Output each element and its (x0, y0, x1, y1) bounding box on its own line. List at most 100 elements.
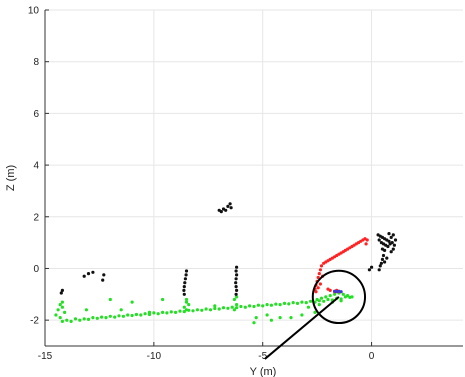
ground-point (239, 304, 243, 309)
ground-point (184, 297, 189, 302)
ground-point (208, 308, 213, 312)
ego-point (316, 275, 320, 280)
ground-point (54, 313, 58, 317)
ground-point (278, 303, 282, 307)
obstacle-point (235, 273, 239, 277)
ground-point (324, 295, 328, 299)
x-tick-label: -15 (38, 351, 53, 362)
data-points (54, 202, 398, 325)
obstacle-point (234, 285, 238, 289)
ground-point (339, 299, 343, 303)
ground-point (174, 310, 178, 314)
ground-point (248, 304, 252, 308)
obstacle-point (234, 292, 238, 296)
ground-point (100, 315, 104, 319)
ground-point (213, 304, 217, 308)
obstacle-point (234, 277, 238, 281)
ground-point (182, 310, 186, 314)
obstacle-point (60, 288, 64, 292)
obstacle-point (367, 268, 371, 272)
ground-point (119, 308, 123, 312)
marker-point (339, 290, 343, 294)
y-tick-label: -2 (30, 316, 39, 327)
y-axis-label: Z (m) (5, 165, 17, 191)
y-tick-label: 0 (33, 264, 39, 275)
ground-point (265, 313, 269, 317)
obstacle-point (182, 288, 186, 292)
ground-point (147, 310, 152, 314)
ground-point (161, 297, 165, 302)
callout-circle (311, 269, 367, 325)
ground-point (95, 316, 99, 320)
ground-point (130, 300, 134, 304)
x-tick-label: -5 (258, 351, 267, 362)
ground-point (60, 300, 64, 304)
ground-point (295, 301, 300, 305)
ground-point (306, 305, 310, 309)
grid-lines (44, 9, 463, 346)
ego-point (316, 286, 320, 290)
x-axis-label: Y (m) (250, 366, 277, 377)
obstacle-point (182, 292, 186, 296)
obstacle-point (82, 274, 86, 278)
ground-point (134, 312, 138, 317)
ground-point (187, 303, 191, 307)
ground-point (60, 305, 64, 309)
ground-point (195, 308, 199, 312)
ego-point (317, 272, 321, 276)
y-tick-label: 2 (33, 212, 39, 223)
y-tick-label: 8 (33, 57, 39, 68)
obstacle-point (86, 272, 91, 276)
ground-point (261, 304, 265, 308)
ego-point (328, 288, 332, 292)
ground-point (78, 318, 82, 322)
obstacle-point (101, 278, 105, 282)
obstacle-point (391, 233, 395, 237)
obstacle-point (392, 243, 396, 247)
ground-point (113, 315, 117, 319)
obstacle-point (391, 247, 395, 251)
ground-point (291, 301, 295, 305)
ground-point (169, 310, 173, 314)
obstacle-point (226, 204, 230, 208)
ground-point (184, 300, 189, 304)
ground-point (139, 313, 143, 317)
obstacle-point (182, 285, 186, 289)
ground-point (130, 313, 134, 318)
ground-point (235, 303, 239, 307)
ground-point (161, 310, 165, 314)
ground-point (217, 307, 221, 311)
ground-point (108, 297, 112, 302)
obstacle-point (390, 241, 394, 245)
obstacle-point (381, 253, 386, 258)
ground-point (350, 295, 354, 299)
ground-point (104, 316, 108, 320)
ground-point (289, 316, 293, 320)
ground-point (58, 303, 62, 307)
ground-point (346, 294, 350, 298)
obstacle-point (387, 232, 391, 236)
ground-point (232, 297, 236, 302)
ground-point (182, 305, 186, 309)
ego-point (318, 268, 322, 272)
ground-point (86, 317, 91, 321)
plot-area (45, 10, 463, 346)
ground-point (269, 318, 273, 322)
obstacle-point (217, 208, 221, 212)
ground-point (300, 300, 304, 304)
ground-point (200, 308, 204, 312)
ego-point (364, 242, 368, 246)
obstacle-point (234, 281, 238, 285)
ground-point (65, 318, 69, 322)
ground-point (69, 319, 73, 323)
ground-point (58, 316, 62, 320)
ground-point (191, 309, 195, 313)
ground-point (84, 308, 88, 312)
ground-point (121, 314, 125, 318)
ground-point (319, 296, 324, 300)
x-tick-label: 0 (369, 351, 375, 362)
ground-point (333, 292, 337, 296)
ground-point (256, 303, 260, 307)
ground-point (322, 299, 326, 303)
